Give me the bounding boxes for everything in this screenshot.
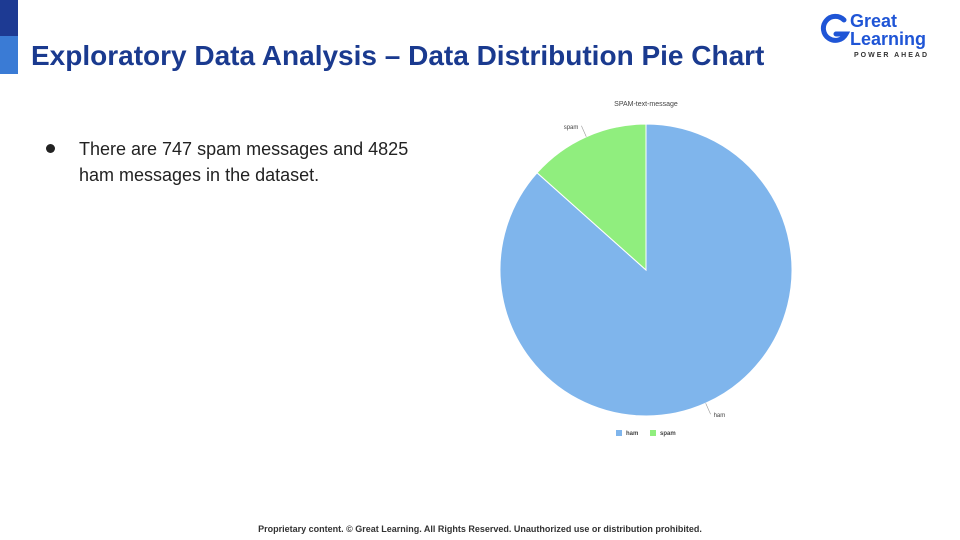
slice-label-ham: ham bbox=[714, 413, 726, 419]
logo-wordmark: Great Learning bbox=[850, 12, 926, 48]
legend-label-spam: spam bbox=[660, 431, 676, 437]
slice-label-spam: spam bbox=[564, 125, 579, 131]
logo-g-icon bbox=[820, 13, 851, 43]
footer-copyright: Proprietary content. © Great Learning. A… bbox=[258, 524, 702, 534]
pie-chart: SPAM-text-message ham spam ham spam bbox=[499, 101, 793, 437]
great-learning-logo: Great Learning POWER AHEAD bbox=[820, 12, 940, 64]
leader-line-ham bbox=[705, 403, 711, 415]
logo-tagline: POWER AHEAD bbox=[854, 52, 930, 59]
leader-line-spam bbox=[581, 125, 587, 137]
legend-swatch-spam bbox=[650, 430, 656, 436]
bullet-text: There are 747 spam messages and 4825 ham… bbox=[79, 139, 409, 185]
accent-bar-top bbox=[0, 0, 18, 36]
pie-slice-labels: ham spam bbox=[564, 125, 726, 419]
accent-bar-bottom bbox=[0, 36, 18, 74]
logo-line2: Learning bbox=[850, 29, 927, 49]
chart-title: SPAM-text-message bbox=[614, 101, 678, 108]
legend-swatch-ham bbox=[616, 430, 622, 436]
pie-slices bbox=[499, 123, 793, 417]
logo-line1: Great bbox=[850, 11, 898, 31]
legend-label-ham: ham bbox=[626, 431, 638, 437]
chart-legend: ham spam bbox=[616, 430, 676, 437]
pie-slice-spam bbox=[536, 123, 647, 272]
slide-title: Exploratory Data Analysis – Data Distrib… bbox=[31, 40, 765, 71]
bullet-icon bbox=[46, 144, 55, 153]
